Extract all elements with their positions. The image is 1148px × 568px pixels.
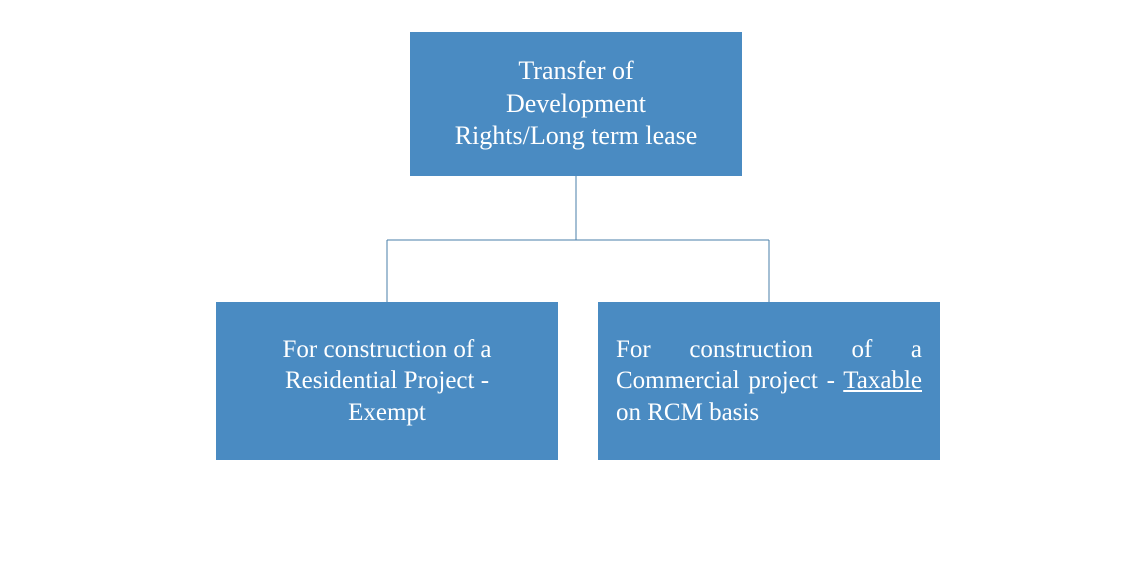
- right-child-node: For construction of a Commercial project…: [598, 302, 940, 460]
- left-child-label: For construction of aResidential Project…: [234, 334, 540, 428]
- right-child-label: For construction of a Commercial project…: [616, 334, 922, 428]
- root-node: Transfer ofDevelopmentRights/Long term l…: [410, 32, 742, 176]
- tree-diagram: Transfer ofDevelopmentRights/Long term l…: [0, 0, 1148, 568]
- root-node-label: Transfer ofDevelopmentRights/Long term l…: [455, 55, 698, 153]
- left-child-node: For construction of aResidential Project…: [216, 302, 558, 460]
